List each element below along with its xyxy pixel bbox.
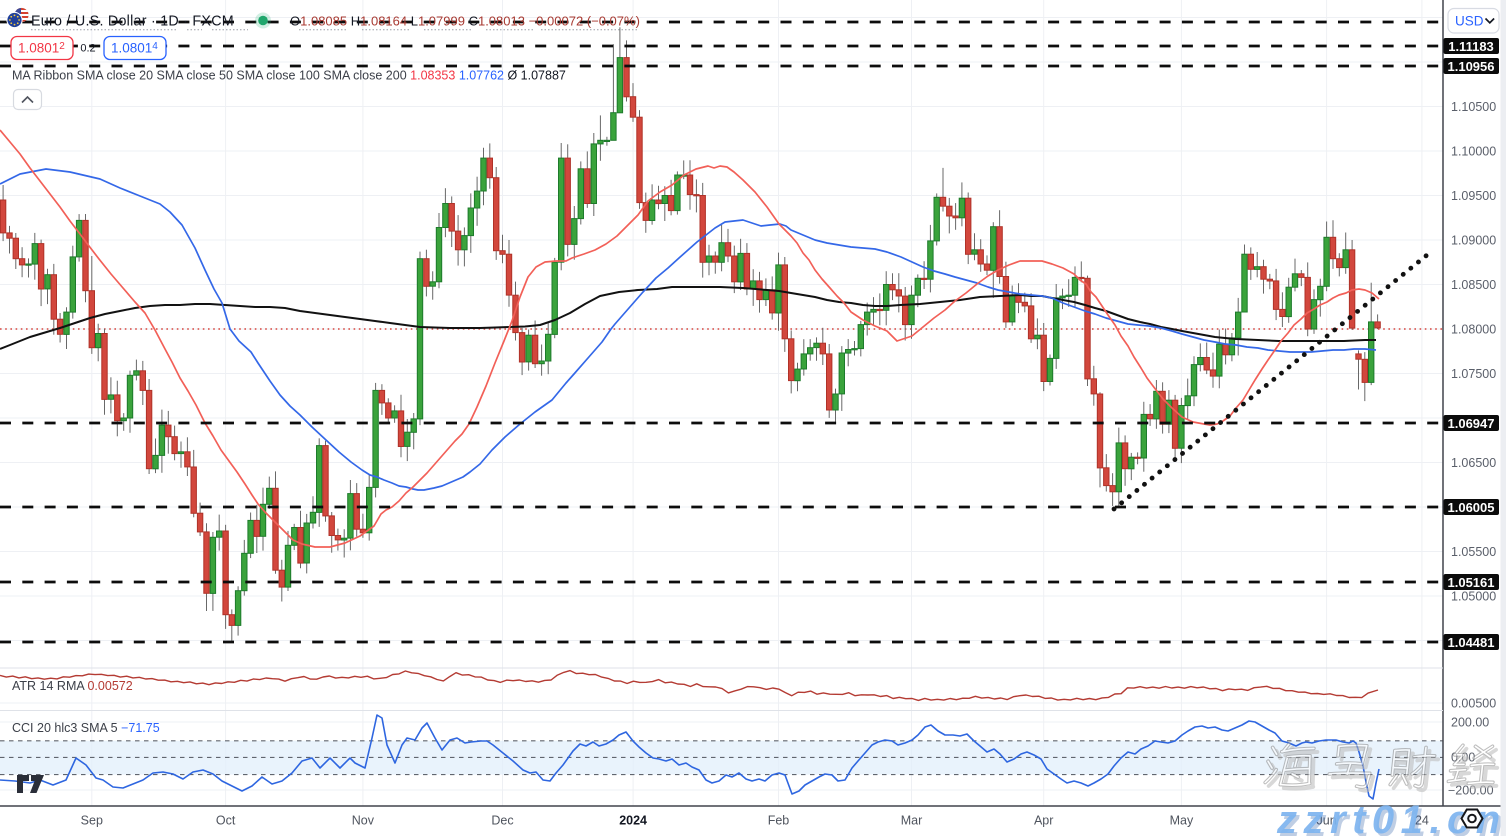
svg-text:1.09000: 1.09000 — [1451, 234, 1496, 248]
svg-text:1.04481: 1.04481 — [1448, 635, 1495, 650]
svg-text:Dec: Dec — [491, 814, 513, 828]
svg-text:Feb: Feb — [768, 814, 790, 828]
svg-text:1.10956: 1.10956 — [1448, 59, 1495, 74]
svg-text:1.11183: 1.11183 — [1448, 39, 1494, 54]
svg-text:USD: USD — [1455, 14, 1484, 29]
svg-text:Jun: Jun — [1317, 814, 1337, 828]
svg-text:0.00500: 0.00500 — [1451, 697, 1496, 711]
svg-text:Oct: Oct — [216, 814, 236, 828]
svg-text:Sep: Sep — [81, 814, 103, 828]
svg-text:1.06500: 1.06500 — [1451, 456, 1496, 470]
svg-text:Apr: Apr — [1034, 814, 1053, 828]
svg-text:1.06005: 1.06005 — [1448, 500, 1495, 515]
svg-text:1.08000: 1.08000 — [1451, 323, 1496, 337]
svg-text:Euro / U.S. Dollar · 1D · FXCM: Euro / U.S. Dollar · 1D · FXCM — [31, 14, 234, 30]
svg-text:1.06947: 1.06947 — [1448, 416, 1495, 431]
svg-text:1.05500: 1.05500 — [1451, 545, 1496, 559]
svg-text:May: May — [1170, 814, 1194, 828]
svg-text:ATR 14 RMA 0.00572: ATR 14 RMA 0.00572 — [12, 679, 133, 693]
svg-text:1.08012: 1.08012 — [18, 41, 65, 56]
svg-text:2024: 2024 — [619, 814, 647, 828]
svg-text:1.08014: 1.08014 — [111, 41, 158, 56]
svg-text:24: 24 — [1415, 814, 1429, 828]
svg-text:1.10000: 1.10000 — [1451, 145, 1496, 159]
svg-text:1.05000: 1.05000 — [1451, 590, 1496, 604]
svg-text:O1.08085 H1.08164 L1.07999: O1.08085 H1.08164 L1.07999 C1.08013 −0.0… — [290, 14, 640, 29]
svg-text:Mar: Mar — [901, 814, 923, 828]
svg-text:0.2: 0.2 — [80, 43, 95, 55]
svg-text:1.08500: 1.08500 — [1451, 278, 1496, 292]
svg-text:1.07500: 1.07500 — [1451, 367, 1496, 381]
svg-text:Nov: Nov — [352, 814, 375, 828]
svg-text:CCI 20 hlc3 SMA 5 −71.75: CCI 20 hlc3 SMA 5 −71.75 — [12, 721, 160, 735]
svg-text:1.10500: 1.10500 — [1451, 100, 1496, 114]
svg-text:1.09500: 1.09500 — [1451, 189, 1496, 203]
svg-text:MA Ribbon SMA close 20 SMA clo: MA Ribbon SMA close 20 SMA close 50 SMA … — [12, 69, 566, 83]
svg-text:200.00: 200.00 — [1451, 716, 1489, 730]
svg-text:1.05161: 1.05161 — [1448, 575, 1495, 590]
